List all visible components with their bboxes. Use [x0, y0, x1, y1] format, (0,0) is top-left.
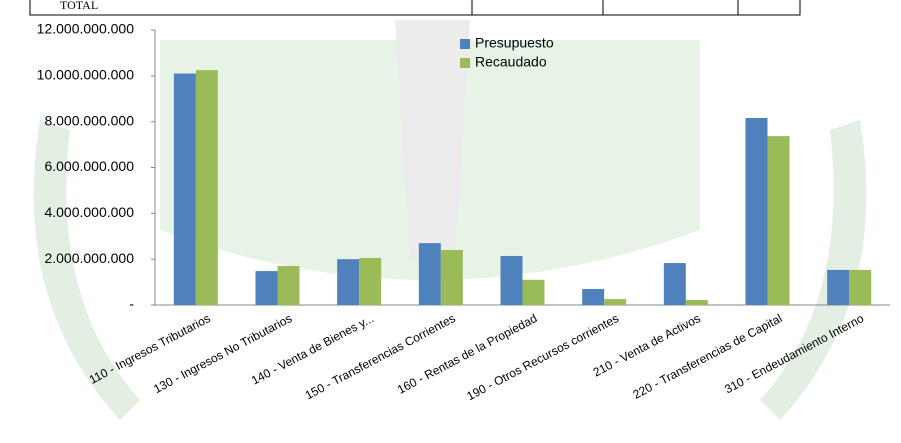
- legend-swatch: [460, 58, 470, 68]
- bar: [255, 271, 278, 305]
- bar: [767, 136, 790, 305]
- legend-label: Recaudado: [475, 54, 547, 70]
- bar: [827, 269, 850, 305]
- y-tick-label: -: [129, 296, 134, 312]
- bar: [745, 118, 768, 305]
- bar: [582, 288, 605, 305]
- x-tick-label: 130 - Ingresos No Tributarios: [151, 311, 294, 396]
- y-tick-label: 6.000.000.000: [44, 158, 134, 174]
- bar: [604, 299, 627, 305]
- x-tick-label: 190 - Otros Recursos corrientes: [464, 311, 621, 403]
- legend-swatch: [460, 39, 470, 49]
- x-tick-label: 150 - Transferencias Corrientes: [303, 311, 458, 402]
- bar: [663, 263, 686, 305]
- bar: [418, 243, 441, 305]
- bar: [849, 269, 872, 305]
- x-tick-label: 220 - Transferencias de Capital: [631, 311, 785, 402]
- bar: [173, 73, 196, 306]
- bar: [277, 266, 300, 305]
- bar: [522, 279, 545, 305]
- bar: [195, 70, 218, 306]
- bar: [440, 250, 463, 305]
- x-tick-label: 160 - Rentas de la Propiedad: [395, 311, 539, 397]
- y-tick-label: 8.000.000.000: [44, 112, 134, 128]
- y-tick-label: 2.000.000.000: [44, 250, 134, 266]
- y-tick-label: 10.000.000.000: [37, 67, 135, 83]
- bar: [500, 255, 523, 305]
- watermark: [33, 20, 867, 420]
- legend-label: Presupuesto: [475, 35, 554, 51]
- bar: [337, 259, 360, 305]
- y-tick-label: 4.000.000.000: [44, 204, 134, 220]
- y-tick-label: 12.000.000.000: [37, 21, 135, 37]
- table-label: TOTAL: [60, 0, 98, 12]
- bar: [359, 258, 382, 305]
- table-fragment: TOTAL: [29, 0, 801, 16]
- bar: [685, 299, 708, 305]
